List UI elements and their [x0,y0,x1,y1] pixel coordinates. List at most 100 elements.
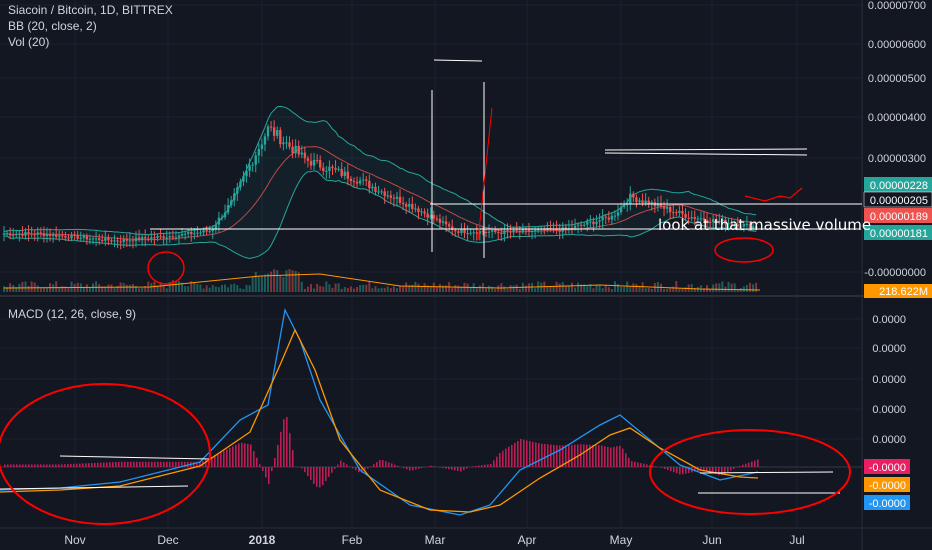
candle-body [214,224,218,229]
candle-body [220,217,224,219]
candle-body [392,197,396,199]
price-badge-label: 0.00000228 [870,180,928,192]
trend-line [0,485,189,490]
candle-body [276,130,279,136]
volume-bar [574,287,577,292]
macd-histogram-bar [277,444,279,467]
volume-bar [33,282,36,292]
candle-body [226,205,230,213]
macd-histogram-bar [340,460,342,467]
macd-histogram-bar [52,464,54,467]
macd-histogram-bar [544,443,546,467]
volume-bar [322,286,325,292]
price-badge-label: 0.00000205 [870,195,928,207]
candle-body [524,229,528,231]
macd-histogram-bar [481,465,483,467]
candle-body [386,195,389,197]
candle-body [457,231,460,233]
volume-bar [613,281,616,292]
candle-body [404,204,408,207]
bb-basis-line [3,146,757,241]
macd-histogram-bar [73,463,75,467]
macd-histogram-bar [568,445,570,467]
candle-body [177,235,181,238]
volume-bar [165,288,168,292]
candle-body [331,166,334,169]
candle-body [484,231,488,233]
volume-bar [564,285,567,292]
volume-bar [389,288,392,292]
candle-body [346,171,350,179]
macd-histogram-bar [592,444,594,467]
price-badge [863,191,932,208]
macd-histogram-bar [34,464,36,467]
volume-bar [135,285,138,292]
volume-bar [162,285,165,292]
macd-histogram-bar [751,461,753,467]
macd-histogram-bar [184,461,186,467]
volume-bar [494,288,497,292]
volume-bar [736,288,739,292]
trend-line [59,455,211,460]
volume-bar [156,285,159,292]
bb-indicator-label[interactable]: BB (20, close, 2) [8,19,97,33]
volume-bar [567,285,570,292]
volume-bar [310,284,312,292]
macd-histogram-bar [307,467,309,477]
volume-bar [586,286,589,292]
volume-bar [150,282,153,292]
volume-bar [42,287,45,292]
volume-bar [58,286,61,292]
macd-histogram-bar [349,466,351,467]
macd-histogram-bar [58,464,60,467]
macd-histogram-bar [118,461,120,467]
volume-bar [488,285,491,292]
candle-body [417,208,420,213]
volume-bar [171,280,174,292]
candle-body [718,221,721,223]
volume-bar [36,285,39,292]
macd-histogram-bar [388,462,390,467]
volume-bar [512,285,515,292]
volume-bar [227,287,230,292]
macd-indicator-label[interactable]: MACD (12, 26, close, 9) [8,307,137,321]
volume-badge [864,284,932,298]
volume-bars [3,269,761,292]
macd-histogram-bar [676,467,678,474]
candle-body [79,237,82,239]
macd-histogram-bar [649,465,651,467]
volume-bar [721,281,724,292]
volume-bar [181,282,184,292]
candle-body [684,213,687,218]
candle-body [340,168,343,176]
volume-bar [340,288,343,292]
volume-bar [445,285,448,292]
red-circle-marker [147,251,185,285]
candle-body [110,240,113,242]
macd-histogram-bar [421,467,423,469]
macd-histogram-bar [571,444,573,467]
macd-histogram-bar [550,444,552,467]
volume-bar [558,283,561,292]
candle-body [558,230,561,232]
volume-bar [230,284,233,292]
macd-histogram-bar [193,461,195,467]
macd-histogram-bar [106,462,108,467]
volume-bar [745,284,748,292]
candle-body [61,235,64,237]
macd-histogram-bar [88,463,90,467]
candle-body [748,223,752,229]
price-tick-label: 0.00000400 [868,112,926,124]
volume-bar [141,287,144,292]
volume-bar [509,285,512,292]
macd-histogram-bar [454,467,456,471]
candle-body [509,231,512,233]
macd-histogram-bar [358,467,360,473]
candle-body [398,196,402,203]
candle-body [687,217,690,219]
volume-bar [386,286,389,292]
macd-histogram-bar [607,446,609,467]
volume-indicator-label[interactable]: Vol (20) [8,35,50,49]
symbol-title[interactable]: Siacoin / Bitcoin, 1D, BITTREX [8,3,173,17]
